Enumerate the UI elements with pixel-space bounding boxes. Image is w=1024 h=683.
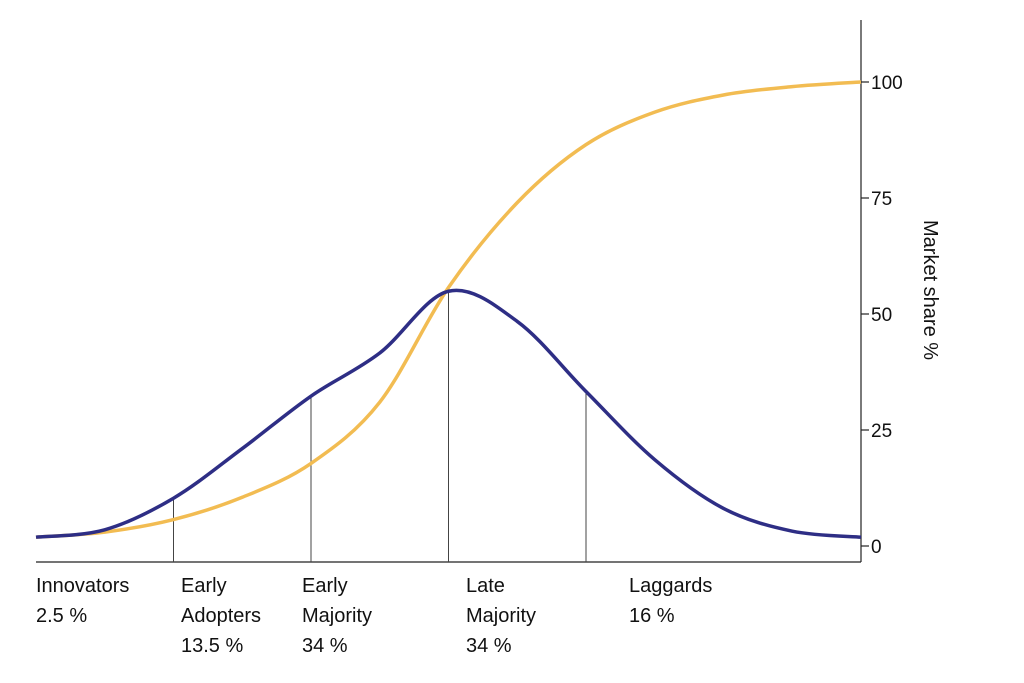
- y-tick-label: 100: [871, 73, 903, 94]
- segment-name-line1: Late: [466, 575, 505, 597]
- segment-label-late-majority: Late Majority 34 %: [466, 575, 536, 657]
- y-tick-label: 0: [871, 537, 882, 558]
- segment-name: Laggards: [629, 575, 712, 597]
- y-tick-label: 75: [871, 189, 892, 210]
- segment-percent: 34 %: [302, 635, 348, 657]
- y-axis-label: Market share %: [919, 220, 941, 360]
- segment-label-early-majority: Early Majority 34 %: [302, 575, 372, 657]
- segment-percent: 16 %: [629, 605, 675, 627]
- segment-label-early-adopters: Early Adopters 13.5 %: [181, 575, 261, 657]
- adoption-bell-curve: [35, 288, 862, 539]
- y-tick-label: 50: [871, 305, 892, 326]
- segment-label-innovators: Innovators 2.5 %: [36, 575, 129, 627]
- segment-percent: 2.5 %: [36, 605, 87, 627]
- segment-name-line2: Adopters: [181, 605, 261, 627]
- y-tick-label: 25: [871, 421, 892, 442]
- market-share-s-curve: [35, 80, 862, 539]
- segment-name-line2: Majority: [302, 605, 372, 627]
- y-ticks: 0 25 50 75 100: [861, 73, 903, 558]
- segment-name-line1: Early: [181, 575, 227, 597]
- segment-name-line1: Early: [302, 575, 348, 597]
- segment-percent: 13.5 %: [181, 635, 243, 657]
- segment-dividers: [173, 291, 587, 562]
- segment-percent: 34 %: [466, 635, 512, 657]
- segment-name: Innovators: [36, 575, 129, 597]
- segment-label-laggards: Laggards 16 %: [629, 575, 712, 627]
- segment-name-line2: Majority: [466, 605, 536, 627]
